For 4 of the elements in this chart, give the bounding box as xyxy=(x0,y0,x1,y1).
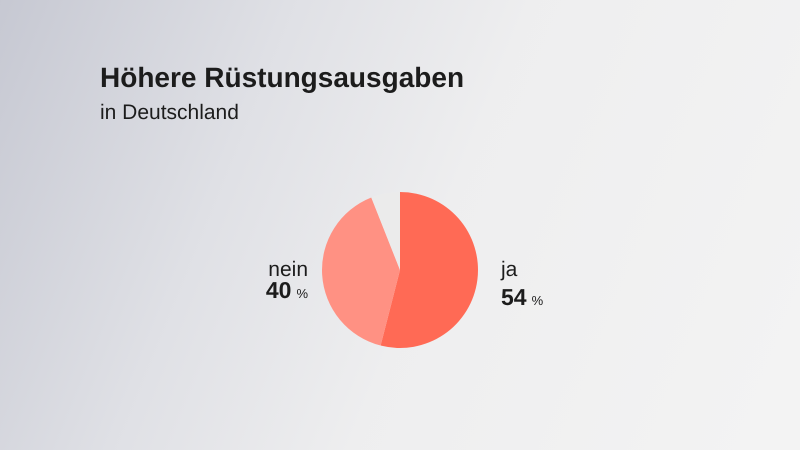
chart-subtitle: in Deutschland xyxy=(100,101,239,125)
chart-title: Höhere Rüstungsausgaben xyxy=(100,62,464,94)
data-label: 54 % xyxy=(501,284,544,310)
slice-label: ja xyxy=(500,258,518,281)
